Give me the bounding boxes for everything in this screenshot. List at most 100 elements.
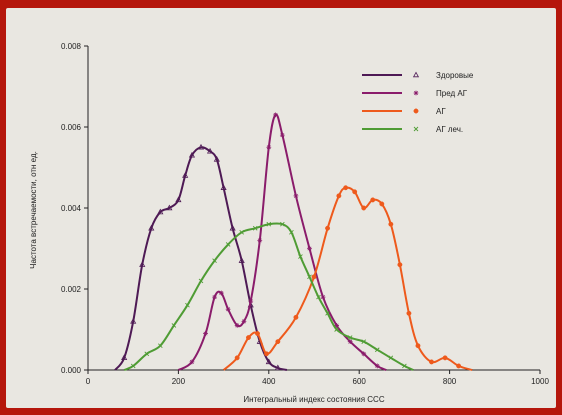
legend: Здоровые Пред АГ АГ АГ леч. (362, 71, 474, 134)
data-point (265, 358, 272, 365)
data-point (234, 323, 240, 328)
y-tick-label: 0.000 (61, 366, 82, 375)
x-tick-label: 600 (353, 377, 367, 386)
data-point (139, 261, 146, 267)
legend-label: Здоровые (436, 71, 474, 80)
data-point (212, 258, 217, 263)
data-point (188, 151, 196, 158)
series-4 (123, 221, 414, 371)
data-point (189, 359, 195, 365)
data-point (238, 257, 245, 263)
y-tick-label: 0.002 (61, 285, 82, 294)
series-line (222, 186, 473, 371)
data-point (347, 335, 353, 340)
data-point (279, 132, 285, 138)
data-point (185, 302, 190, 308)
data-point (311, 274, 317, 280)
data-point (280, 221, 285, 227)
data-point (293, 314, 299, 320)
x-tick-label: 0 (86, 377, 91, 386)
legend-marker (413, 108, 419, 114)
data-point (388, 355, 394, 361)
y-tick-label: 0.004 (61, 204, 82, 213)
data-point (361, 351, 367, 357)
data-point (388, 221, 394, 227)
data-point (229, 224, 236, 231)
data-point (334, 323, 339, 328)
data-point (379, 201, 385, 207)
data-point (144, 351, 150, 357)
data-point (397, 262, 403, 268)
data-point (266, 144, 272, 150)
data-point (406, 310, 412, 316)
data-point (130, 317, 137, 324)
data-point (175, 196, 182, 203)
data-point (213, 155, 220, 162)
chart-frame (6, 8, 556, 408)
y-tick-label: 0.008 (61, 42, 82, 51)
data-point (166, 204, 173, 211)
data-point (157, 208, 164, 215)
data-point (212, 294, 217, 300)
data-point (361, 205, 367, 211)
data-point (334, 327, 339, 332)
x-ticks: 0 200 400 600 800 1000 (86, 370, 549, 386)
data-point (241, 319, 247, 324)
data-point (248, 298, 254, 304)
legend-label: АГ (436, 107, 446, 116)
data-point (361, 339, 367, 344)
legend-label: Пред АГ (436, 89, 468, 98)
series-1 (114, 143, 288, 371)
data-point (239, 229, 244, 235)
data-point (343, 185, 349, 191)
data-point (158, 343, 163, 349)
series-line (123, 222, 414, 371)
data-point (220, 184, 227, 190)
data-point (347, 339, 353, 345)
data-point (171, 323, 177, 328)
data-point (307, 274, 312, 280)
data-point (206, 147, 214, 154)
data-point (234, 355, 240, 361)
series-2 (177, 112, 387, 371)
data-point (225, 242, 231, 247)
data-point (225, 306, 231, 312)
legend-marker (413, 90, 419, 96)
data-point (130, 363, 136, 369)
data-point (374, 347, 380, 353)
data-point (298, 254, 303, 259)
data-point (218, 290, 224, 296)
data-point (182, 172, 189, 178)
data-point (273, 112, 278, 118)
series-line (114, 146, 288, 371)
x-tick-label: 200 (172, 377, 186, 386)
data-point (320, 294, 326, 300)
series-layer (114, 112, 473, 371)
data-point (307, 246, 312, 251)
data-point (352, 189, 358, 195)
data-point (198, 278, 204, 284)
data-point (415, 343, 421, 349)
data-point (325, 225, 331, 231)
data-point (442, 355, 448, 361)
data-point (264, 351, 269, 357)
x-tick-label: 800 (443, 377, 457, 386)
data-point (203, 331, 208, 336)
data-point (336, 193, 342, 199)
data-point (266, 221, 272, 227)
y-ticks: 0.000 0.002 0.004 0.006 0.008 (61, 42, 88, 375)
y-tick-label: 0.006 (61, 123, 82, 132)
legend-marker (412, 71, 420, 78)
data-point (197, 143, 205, 150)
legend-marker (413, 126, 419, 132)
data-point (316, 294, 321, 300)
data-point (255, 331, 260, 336)
data-point (293, 193, 299, 199)
legend-label: АГ леч. (436, 125, 463, 134)
data-point (429, 359, 434, 365)
data-point (121, 354, 128, 361)
y-axis-title: Частота встречаемости, отн ед. (29, 151, 38, 269)
data-point (257, 238, 263, 243)
data-point (148, 224, 155, 231)
